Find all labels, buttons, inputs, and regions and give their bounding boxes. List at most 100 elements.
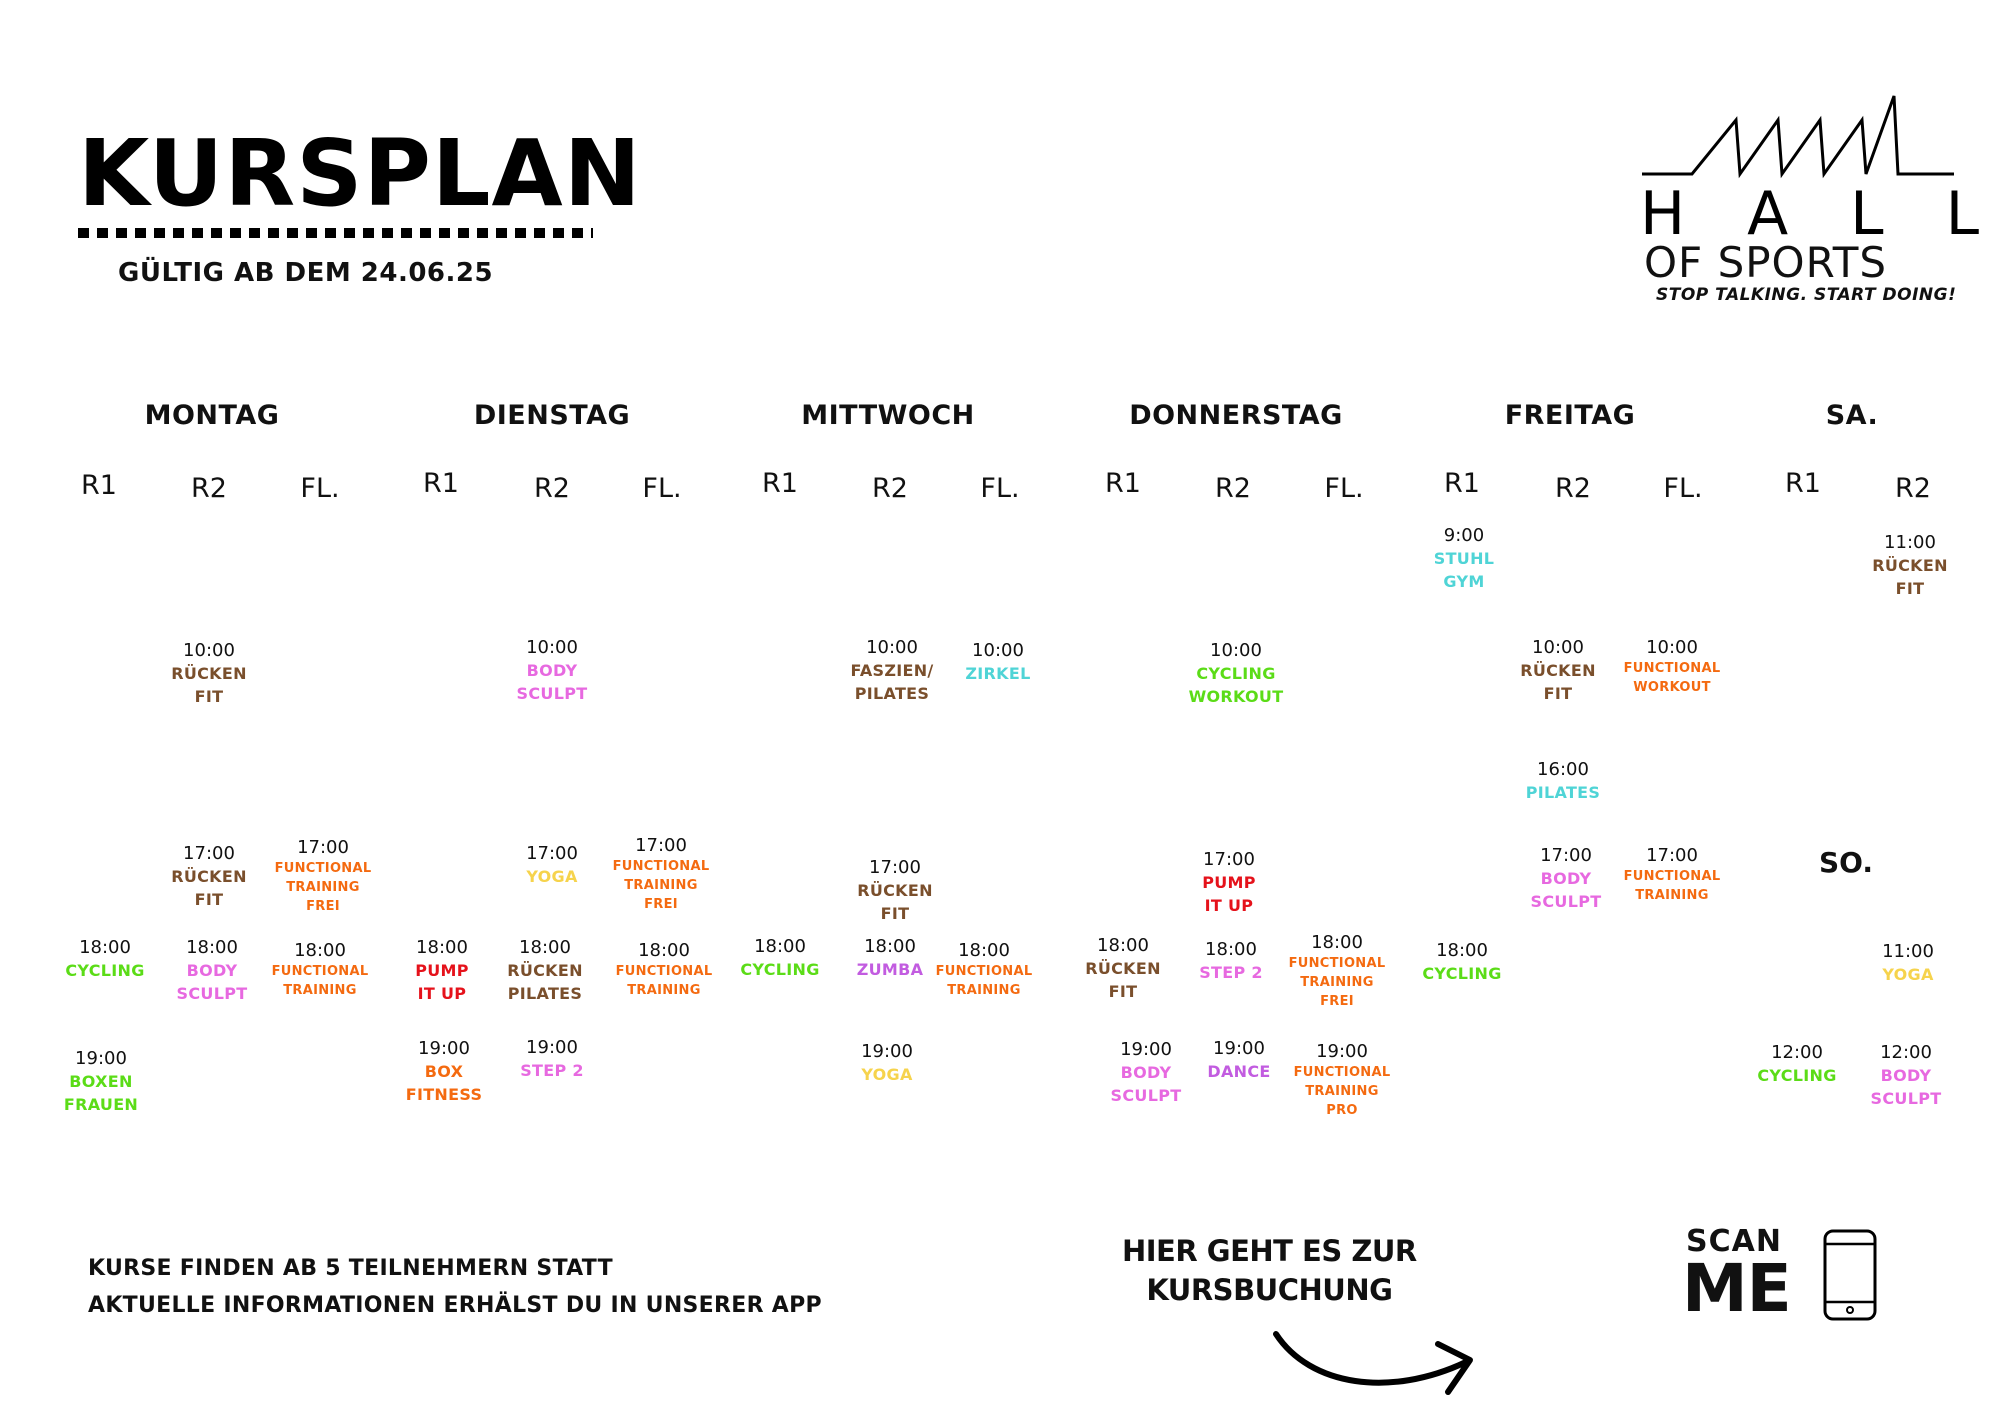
class-name: STEP 2 bbox=[520, 1061, 584, 1080]
class-entry: 11:00 RÜCKEN FIT bbox=[1872, 532, 1948, 600]
class-entry: 10:00 BODY SCULPT bbox=[517, 637, 588, 705]
class-name: BOX FITNESS bbox=[405, 1062, 483, 1104]
class-entry: 19:00 BOX FITNESS bbox=[406, 1038, 483, 1106]
class-time: 10:00 bbox=[1646, 637, 1698, 658]
page-title: KURSPLAN bbox=[78, 120, 642, 227]
logo-of-sports-text: OF SPORTS bbox=[1644, 238, 1888, 287]
class-time: 17:00 bbox=[297, 837, 349, 858]
class-entry: 18:00 CYCLING bbox=[65, 937, 144, 982]
class-time: 10:00 bbox=[1210, 640, 1262, 661]
class-time: 10:00 bbox=[866, 637, 918, 658]
class-entry: 10:00 FASZIEN/ PILATES bbox=[850, 637, 933, 705]
day-header-thursday: DONNERSTAG bbox=[1129, 400, 1343, 431]
class-entry: 17:00 PUMP IT UP bbox=[1202, 849, 1256, 917]
booking-line1: HIER GEHT ES ZUR bbox=[1122, 1234, 1417, 1268]
class-entry: 18:00 FUNCTIONAL TRAINING bbox=[272, 940, 369, 1000]
class-time: 18:00 bbox=[1436, 940, 1488, 961]
class-time: 9:00 bbox=[1443, 525, 1485, 546]
room-header: R1 bbox=[81, 470, 117, 501]
class-name: BODY SCULPT bbox=[1110, 1063, 1182, 1105]
class-entry: 19:00 FUNCTIONAL TRAINING PRO bbox=[1294, 1041, 1391, 1120]
valid-from-date: GÜLTIG AB DEM 24.06.25 bbox=[118, 258, 494, 288]
scan-me-label: ME bbox=[1682, 1250, 1792, 1327]
skyline-graphic bbox=[1642, 95, 1954, 179]
class-time: 17:00 bbox=[869, 857, 921, 878]
class-name: CYCLING bbox=[1422, 964, 1502, 983]
class-entry: 12:00 BODY SCULPT bbox=[1871, 1042, 1942, 1110]
class-time: 17:00 bbox=[1646, 845, 1698, 866]
class-name: BODY SCULPT bbox=[1530, 869, 1602, 911]
class-name: BOXEN FRAUEN bbox=[63, 1072, 139, 1114]
class-entry: 19:00 BOXEN FRAUEN bbox=[64, 1048, 138, 1116]
class-time: 18:00 bbox=[294, 940, 346, 961]
class-entry: 17:00 RÜCKEN FIT bbox=[857, 857, 933, 925]
class-name: RÜCKEN FIT bbox=[1085, 959, 1161, 1001]
class-name: RÜCKEN FIT bbox=[1872, 556, 1948, 598]
room-header: FL. bbox=[980, 473, 1020, 504]
class-entry: 10:00 CYCLING WORKOUT bbox=[1189, 640, 1284, 708]
class-name: RÜCKEN FIT bbox=[1520, 661, 1596, 703]
class-entry: 18:00 CYCLING bbox=[1422, 940, 1501, 985]
class-entry: 18:00 STEP 2 bbox=[1199, 939, 1263, 984]
class-time: 18:00 bbox=[416, 937, 468, 958]
class-time: 16:00 bbox=[1537, 759, 1589, 780]
class-name: FUNCTIONAL TRAINING FREI bbox=[612, 859, 710, 912]
class-time: 18:00 bbox=[186, 937, 238, 958]
class-name: BODY SCULPT bbox=[176, 961, 248, 1003]
class-entry: 17:00 FUNCTIONAL TRAINING FREI bbox=[613, 835, 710, 914]
class-name: FUNCTIONAL TRAINING bbox=[615, 964, 713, 998]
class-name: CYCLING WORKOUT bbox=[1188, 664, 1284, 706]
class-entry: 18:00 FUNCTIONAL TRAINING bbox=[616, 940, 713, 1000]
day-header-wednesday: MITTWOCH bbox=[801, 400, 975, 431]
class-entry: 18:00 RÜCKEN PILATES bbox=[507, 937, 583, 1005]
class-entry: 18:00 CYCLING bbox=[740, 936, 819, 981]
day-header-friday: FREITAG bbox=[1504, 400, 1636, 431]
room-header: R1 bbox=[423, 468, 459, 499]
class-entry: 17:00 YOGA bbox=[526, 843, 578, 888]
class-name: FASZIEN/ PILATES bbox=[850, 661, 934, 703]
room-header: R2 bbox=[1555, 473, 1591, 504]
logo-tagline: STOP TALKING. START DOING! bbox=[1656, 285, 1957, 305]
room-header: R2 bbox=[534, 473, 570, 504]
smartphone-icon bbox=[1823, 1229, 1877, 1321]
scan-label: SCAN bbox=[1686, 1224, 1782, 1259]
class-name: PILATES bbox=[1525, 783, 1601, 802]
class-time: 19:00 bbox=[1213, 1038, 1265, 1059]
class-entry: 18:00 ZUMBA bbox=[857, 936, 924, 981]
day-header-tuesday: DIENSTAG bbox=[473, 400, 631, 431]
class-name: RÜCKEN PILATES bbox=[507, 961, 583, 1003]
day-header-sunday: SO. bbox=[1819, 846, 1873, 879]
class-name: ZUMBA bbox=[856, 960, 924, 979]
info-min-participants: KURSE FINDEN AB 5 TEILNEHMERN STATT bbox=[88, 1256, 613, 1281]
class-name: RÜCKEN FIT bbox=[857, 881, 933, 923]
room-header: FL. bbox=[642, 473, 682, 504]
class-name: YOGA bbox=[526, 867, 578, 886]
room-header: R1 bbox=[762, 468, 798, 499]
class-time: 19:00 bbox=[1120, 1039, 1172, 1060]
class-time: 18:00 bbox=[1311, 932, 1363, 953]
class-time: 19:00 bbox=[861, 1041, 913, 1062]
class-name: STUHL GYM bbox=[1433, 549, 1495, 591]
class-time: 18:00 bbox=[958, 940, 1010, 961]
class-name: PUMP IT UP bbox=[415, 961, 469, 1003]
class-time: 17:00 bbox=[183, 843, 235, 864]
class-entry: 10:00 RÜCKEN FIT bbox=[1520, 637, 1596, 705]
title-dotted-underline bbox=[78, 228, 593, 238]
class-time: 12:00 bbox=[1880, 1042, 1932, 1063]
class-time: 12:00 bbox=[1771, 1042, 1823, 1063]
class-time: 17:00 bbox=[635, 835, 687, 856]
class-name: BODY SCULPT bbox=[516, 661, 588, 703]
class-name: BODY SCULPT bbox=[1870, 1066, 1942, 1108]
class-name: STEP 2 bbox=[1199, 963, 1263, 982]
class-entry: 11:00 YOGA bbox=[1882, 941, 1934, 986]
class-name: FUNCTIONAL TRAINING bbox=[935, 964, 1033, 998]
class-name: FUNCTIONAL TRAINING bbox=[271, 964, 369, 998]
booking-line2: KURSBUCHUNG bbox=[1146, 1273, 1393, 1307]
class-entry: 17:00 BODY SCULPT bbox=[1531, 845, 1602, 913]
class-time: 18:00 bbox=[1205, 939, 1257, 960]
class-name: FUNCTIONAL TRAINING PRO bbox=[1293, 1065, 1391, 1118]
logo-hall-text: HALL bbox=[1640, 184, 1979, 244]
room-header: R2 bbox=[191, 473, 227, 504]
class-entry: 12:00 CYCLING bbox=[1757, 1042, 1836, 1087]
class-entry: 17:00 FUNCTIONAL TRAINING bbox=[1624, 845, 1721, 905]
